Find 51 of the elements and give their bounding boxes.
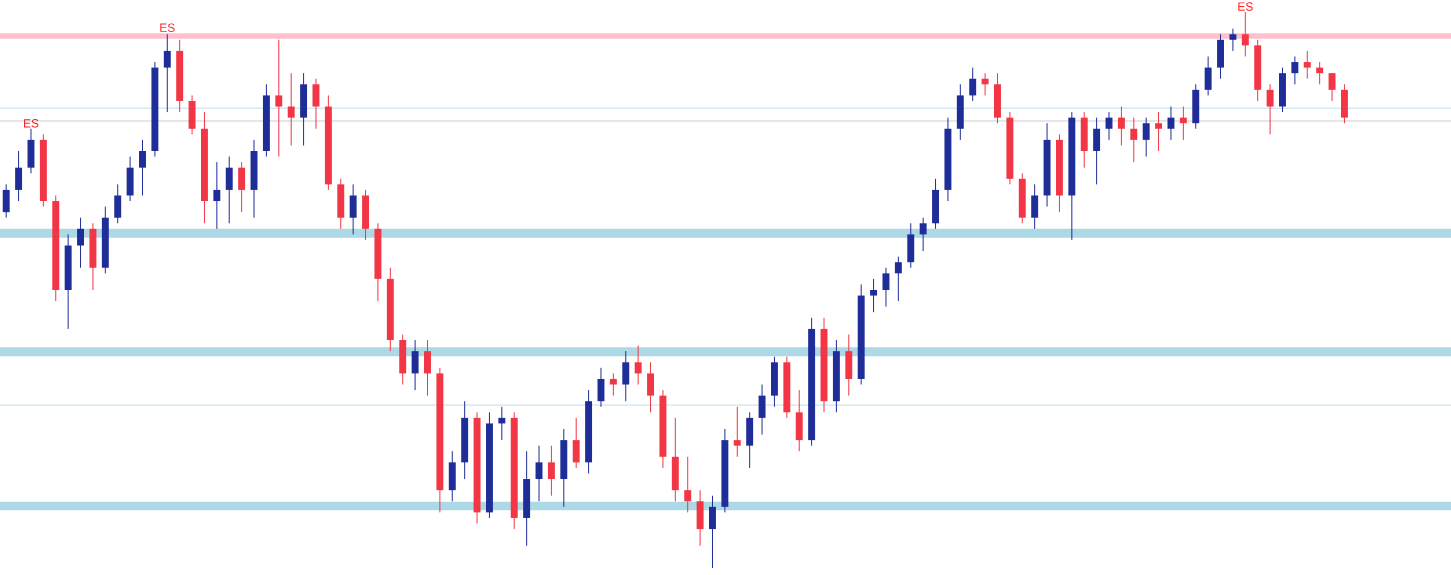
candlestick [709, 495, 716, 569]
candlestick [981, 72, 989, 96]
candlestick [684, 456, 692, 513]
candlestick [1328, 72, 1336, 102]
candlestick [647, 361, 654, 413]
candlestick [424, 339, 431, 397]
candlestick [275, 39, 283, 158]
candlestick [1155, 111, 1163, 152]
candlestick [2, 183, 10, 219]
candlestick [572, 417, 580, 469]
candlestick [139, 139, 146, 196]
candlestick [349, 183, 357, 235]
candlestick [1204, 55, 1212, 96]
candlestick [882, 267, 890, 308]
candlestick [1031, 183, 1039, 230]
annotation: ES [160, 23, 175, 32]
candlestick [1266, 83, 1274, 135]
candlestick [1117, 106, 1125, 146]
candlestick [758, 384, 766, 436]
candlestick [411, 339, 419, 391]
candlestick [312, 78, 320, 130]
candlestick [547, 445, 555, 497]
candlestick [114, 183, 122, 224]
candlestick [609, 372, 617, 397]
candlestick [894, 256, 902, 302]
candlestick [77, 217, 85, 269]
candlestick [213, 161, 221, 230]
candlestick [733, 406, 741, 458]
candlestick [1130, 117, 1138, 163]
annotation: ES [1238, 2, 1253, 11]
candlestick [622, 350, 630, 402]
annotation: ES [23, 119, 39, 128]
candlestick [1316, 61, 1324, 85]
candlestick [15, 150, 23, 202]
candlestick [287, 72, 295, 146]
candlestick [1179, 106, 1187, 141]
candlestick [1167, 106, 1175, 141]
candlestick [225, 156, 233, 224]
candlestick [498, 406, 506, 441]
candlestick [1093, 117, 1101, 185]
candlestick [163, 33, 171, 113]
candlestick [1291, 55, 1299, 85]
candlestick [1142, 117, 1150, 158]
candlestick [1229, 28, 1237, 52]
candlestick [1303, 50, 1311, 80]
candlestick [919, 217, 927, 252]
candlestick [1241, 11, 1249, 57]
candlestick [634, 345, 642, 386]
candlestick [238, 161, 246, 213]
candlestick [969, 67, 977, 102]
candlestick [870, 278, 878, 313]
